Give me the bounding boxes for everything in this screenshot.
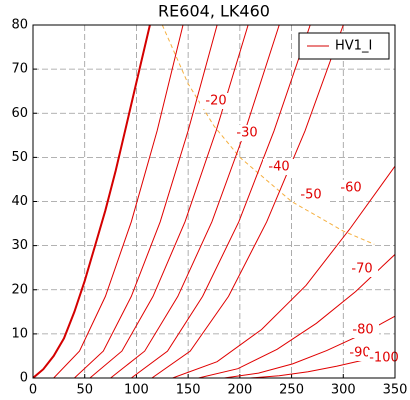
- curve: [110, 25, 280, 378]
- y-tick-label: 10: [11, 326, 28, 341]
- x-tick-label: 150: [176, 383, 201, 398]
- label-bg: [335, 180, 367, 196]
- curve: [74, 25, 218, 378]
- legend-label: HV1_I: [335, 39, 372, 54]
- y-tick-label: 70: [11, 62, 28, 77]
- curve-label: -40: [268, 160, 289, 175]
- curve: [53, 25, 184, 378]
- curve: [198, 254, 395, 378]
- curve-label: -50: [300, 188, 321, 203]
- x-tick-label: 50: [76, 383, 93, 398]
- label-bg: [200, 93, 232, 109]
- curve-label: -100: [369, 351, 399, 366]
- curve: [33, 25, 151, 378]
- y-tick-label: 40: [11, 194, 28, 209]
- label-bg: [346, 261, 378, 277]
- x-tick-label: 350: [383, 383, 408, 398]
- curve: [151, 25, 344, 378]
- label-bg: [263, 159, 295, 175]
- curve-label: -70: [351, 262, 372, 277]
- y-tick-label: 50: [11, 150, 28, 165]
- label-bg: [368, 350, 400, 366]
- x-tick-label: 200: [227, 383, 252, 398]
- label-bg: [347, 322, 379, 338]
- curve-label: -30: [236, 126, 257, 141]
- x-tick-label: 250: [279, 383, 304, 398]
- label-bg: [295, 187, 327, 203]
- x-tick-label: 300: [331, 383, 356, 398]
- curve-label: -20: [205, 94, 226, 109]
- chart-title: RE604, LK460: [158, 2, 270, 21]
- y-tick-label: 0: [20, 371, 28, 386]
- y-tick-label: 30: [11, 238, 28, 253]
- x-tick-label: 0: [29, 383, 37, 398]
- label-bg: [231, 125, 263, 141]
- y-tick-label: 20: [11, 282, 28, 297]
- curve: [172, 165, 395, 378]
- curve: [89, 25, 249, 378]
- curve: [131, 25, 311, 378]
- limit-curve: [161, 25, 375, 245]
- curve-label: -60: [340, 181, 361, 196]
- y-tick-label: 60: [11, 106, 28, 121]
- x-tick-label: 100: [124, 383, 149, 398]
- plot-frame: [32, 24, 396, 379]
- curve-label: -90: [349, 346, 370, 361]
- y-tick-label: 80: [11, 18, 28, 33]
- curve-label: -80: [352, 323, 373, 338]
